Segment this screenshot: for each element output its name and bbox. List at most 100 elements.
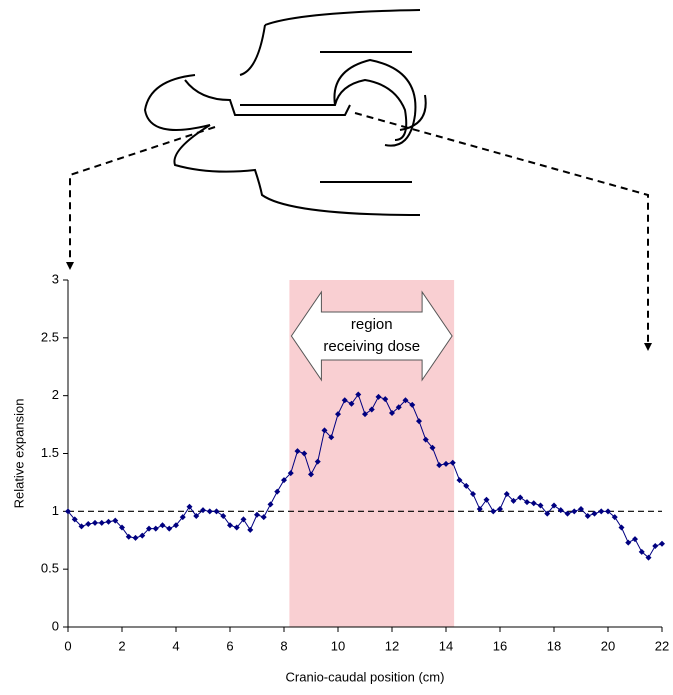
y-tick-label: 0.5 — [41, 561, 59, 576]
anatomy-diagram — [66, 9, 652, 351]
data-point — [240, 516, 247, 523]
data-point — [247, 526, 254, 533]
data-point — [220, 512, 227, 519]
data-point — [132, 534, 139, 541]
data-point — [530, 500, 537, 507]
data-point — [429, 444, 436, 451]
x-tick-label: 20 — [601, 638, 615, 653]
data-point — [584, 512, 591, 519]
data-point — [483, 496, 490, 503]
x-axis-label: Cranio-caudal position (cm) — [286, 669, 445, 684]
data-point — [206, 508, 213, 515]
data-point — [301, 450, 308, 457]
data-point — [497, 506, 503, 513]
x-tick-label: 18 — [547, 638, 561, 653]
y-tick-label: 0 — [52, 618, 59, 633]
data-point — [308, 471, 314, 478]
data-point — [591, 510, 598, 517]
data-point — [159, 522, 166, 529]
data-point — [281, 477, 287, 484]
data-point — [105, 518, 112, 525]
data-point — [537, 502, 544, 509]
data-point — [112, 517, 119, 524]
data-point — [314, 458, 321, 465]
data-point — [78, 523, 85, 530]
data-point — [605, 508, 611, 515]
data-point — [146, 525, 152, 532]
data-point — [254, 511, 260, 518]
data-point — [449, 459, 456, 466]
data-point — [544, 510, 551, 517]
data-point — [375, 393, 382, 400]
data-point — [456, 477, 463, 484]
data-point — [598, 508, 605, 515]
data-point — [335, 411, 341, 418]
data-point — [274, 488, 281, 495]
data-point — [611, 514, 618, 521]
data-point — [476, 506, 483, 513]
data-point — [395, 404, 402, 411]
data-point — [227, 522, 233, 529]
x-tick-label: 0 — [64, 638, 71, 653]
data-point — [368, 406, 375, 413]
data-point — [98, 519, 105, 526]
data-point — [632, 536, 638, 543]
data-point — [389, 410, 395, 417]
data-point — [422, 436, 429, 443]
annotation-arrow — [290, 290, 453, 382]
data-point — [85, 521, 92, 528]
data-point — [294, 448, 301, 455]
data-point — [200, 507, 206, 514]
data-point — [436, 462, 443, 469]
data-point — [652, 543, 659, 550]
y-tick-label: 1.5 — [41, 445, 59, 460]
y-tick-label: 1 — [52, 503, 59, 518]
data-point — [355, 391, 362, 398]
data-point — [139, 532, 146, 539]
y-tick-label: 3 — [52, 271, 59, 286]
data-point — [416, 418, 422, 425]
data-point — [564, 510, 571, 517]
data-point — [321, 427, 328, 434]
y-tick-label: 2.5 — [41, 329, 59, 344]
data-point — [362, 411, 368, 418]
annotation-text: receiving dose — [323, 338, 420, 355]
data-point — [490, 508, 497, 515]
data-point — [65, 508, 71, 515]
data-point — [578, 506, 584, 513]
data-point — [659, 540, 665, 547]
data-point — [645, 554, 652, 561]
data-point — [638, 548, 645, 555]
data-point — [463, 482, 470, 489]
data-point — [348, 400, 355, 407]
data-point — [341, 397, 348, 404]
data-point — [557, 507, 564, 514]
x-tick-label: 16 — [493, 638, 507, 653]
x-tick-label: 22 — [655, 638, 669, 653]
data-point — [71, 516, 78, 523]
y-tick-label: 2 — [52, 387, 59, 402]
x-tick-label: 10 — [331, 638, 345, 653]
x-tick-label: 8 — [280, 638, 287, 653]
data-point — [409, 401, 416, 408]
x-tick-label: 6 — [226, 638, 233, 653]
data-point — [173, 522, 179, 529]
y-axis-label: Relative expansion — [11, 399, 26, 509]
data-point — [152, 525, 159, 532]
data-point — [193, 512, 200, 519]
x-tick-label: 4 — [172, 638, 179, 653]
data-point — [524, 499, 530, 506]
data-point — [517, 494, 524, 501]
data-point — [179, 514, 186, 521]
data-point — [328, 434, 335, 441]
data-point — [443, 460, 449, 467]
data-point — [119, 524, 125, 531]
data-point — [382, 396, 389, 403]
data-point — [510, 497, 517, 504]
data-point — [125, 533, 132, 540]
data-point — [503, 490, 510, 497]
data-point — [618, 524, 625, 531]
data-point — [166, 525, 173, 532]
data-point — [287, 470, 294, 477]
